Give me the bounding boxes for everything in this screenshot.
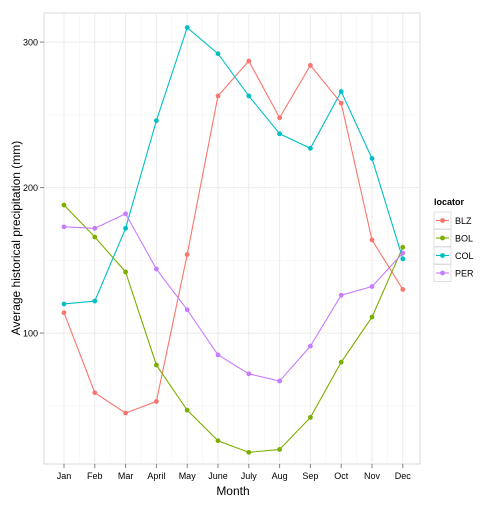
x-tick-label: Feb bbox=[87, 471, 103, 481]
data-point-col bbox=[154, 118, 159, 124]
x-tick-label: Jan bbox=[57, 471, 72, 481]
series-line-col bbox=[63, 26, 404, 305]
x-tick-label: Aug bbox=[272, 471, 288, 481]
data-point-blz bbox=[184, 252, 190, 257]
data-point-per bbox=[184, 307, 190, 313]
x-tick-label: June bbox=[208, 471, 228, 481]
x-tick-label: Sep bbox=[302, 471, 318, 481]
data-point-col bbox=[277, 131, 282, 137]
x-tick-label: April bbox=[147, 471, 165, 481]
data-point-bol bbox=[61, 202, 67, 208]
data-point-per bbox=[123, 211, 128, 217]
series-col bbox=[61, 25, 406, 307]
legend-label: COL bbox=[455, 251, 474, 261]
data-point-col bbox=[246, 93, 252, 99]
data-point-bol bbox=[338, 359, 344, 365]
legend-label: PER bbox=[455, 269, 474, 279]
series-line-per bbox=[63, 213, 404, 382]
legend-key-point bbox=[440, 218, 445, 223]
series-layer bbox=[61, 25, 406, 455]
data-point-per bbox=[400, 250, 406, 256]
data-point-per bbox=[61, 224, 67, 230]
data-point-col bbox=[123, 225, 128, 231]
legend-key-point bbox=[440, 253, 445, 258]
x-tick-label: Nov bbox=[364, 471, 381, 481]
data-point-col bbox=[184, 25, 190, 30]
legend-item-blz: BLZ bbox=[433, 211, 472, 230]
legend-title: locator bbox=[434, 197, 465, 207]
data-point-bol bbox=[369, 314, 375, 320]
legend: locator BLZ BOL COL PER bbox=[433, 197, 474, 282]
y-axis-label: Average historical precipitation (mm) bbox=[9, 141, 23, 336]
legend-label: BLZ bbox=[455, 216, 472, 226]
x-axis-label: Month bbox=[216, 484, 249, 498]
data-point-blz bbox=[369, 237, 375, 243]
y-tick-label: 100 bbox=[23, 329, 38, 339]
data-point-blz bbox=[215, 93, 221, 99]
legend-item-bol: BOL bbox=[433, 229, 473, 247]
series-bol bbox=[61, 202, 406, 455]
data-point-per bbox=[154, 266, 159, 272]
data-point-bol bbox=[246, 449, 252, 455]
data-point-col bbox=[338, 89, 344, 94]
data-point-per bbox=[92, 225, 98, 231]
data-point-col bbox=[308, 145, 313, 151]
series-per bbox=[61, 211, 406, 384]
legend-item-per: PER bbox=[433, 264, 474, 282]
data-point-col bbox=[61, 301, 67, 307]
y-tick-label: 300 bbox=[23, 38, 38, 48]
data-point-bol bbox=[308, 415, 313, 420]
x-tick-label: Mar bbox=[118, 471, 134, 481]
data-point-col bbox=[215, 51, 221, 57]
data-point-blz bbox=[246, 58, 252, 64]
data-point-bol bbox=[154, 362, 159, 368]
data-point-per bbox=[338, 292, 344, 298]
data-point-col bbox=[369, 156, 375, 161]
data-point-bol bbox=[92, 234, 98, 240]
legend-key-point bbox=[440, 270, 445, 276]
data-point-per bbox=[277, 378, 282, 384]
data-point-per bbox=[215, 352, 221, 358]
data-point-blz bbox=[123, 410, 128, 416]
data-point-per bbox=[369, 284, 375, 289]
data-point-bol bbox=[123, 269, 128, 275]
plot-panel bbox=[43, 12, 421, 465]
data-point-col bbox=[92, 298, 98, 304]
data-point-blz bbox=[154, 399, 159, 404]
data-point-per bbox=[308, 343, 313, 349]
series-line-bol bbox=[63, 204, 404, 453]
data-point-bol bbox=[184, 407, 190, 413]
x-tick-label: July bbox=[241, 471, 258, 481]
x-tick-label: May bbox=[179, 471, 197, 481]
x-tick-label: Dec bbox=[395, 471, 412, 481]
data-point-bol bbox=[215, 438, 221, 444]
data-point-blz bbox=[308, 62, 313, 68]
legend-key-point bbox=[440, 235, 445, 241]
legend-item-col: COL bbox=[433, 246, 474, 265]
data-point-blz bbox=[338, 100, 344, 106]
y-tick-label: 200 bbox=[23, 183, 38, 193]
data-point-blz bbox=[400, 287, 406, 292]
data-point-blz bbox=[92, 390, 98, 396]
x-tick-label: Oct bbox=[334, 471, 349, 481]
data-point-col bbox=[400, 256, 406, 262]
data-point-blz bbox=[277, 115, 282, 121]
axes: 100 200 300 Jan Feb Mar April May June July Aug Sep… bbox=[23, 38, 411, 481]
series-line-blz bbox=[63, 60, 404, 414]
data-point-blz bbox=[61, 310, 67, 316]
data-point-bol bbox=[277, 447, 282, 452]
series-blz bbox=[61, 58, 406, 416]
data-point-bol bbox=[400, 244, 406, 250]
data-point-per bbox=[246, 371, 252, 377]
legend-label: BOL bbox=[455, 234, 473, 244]
